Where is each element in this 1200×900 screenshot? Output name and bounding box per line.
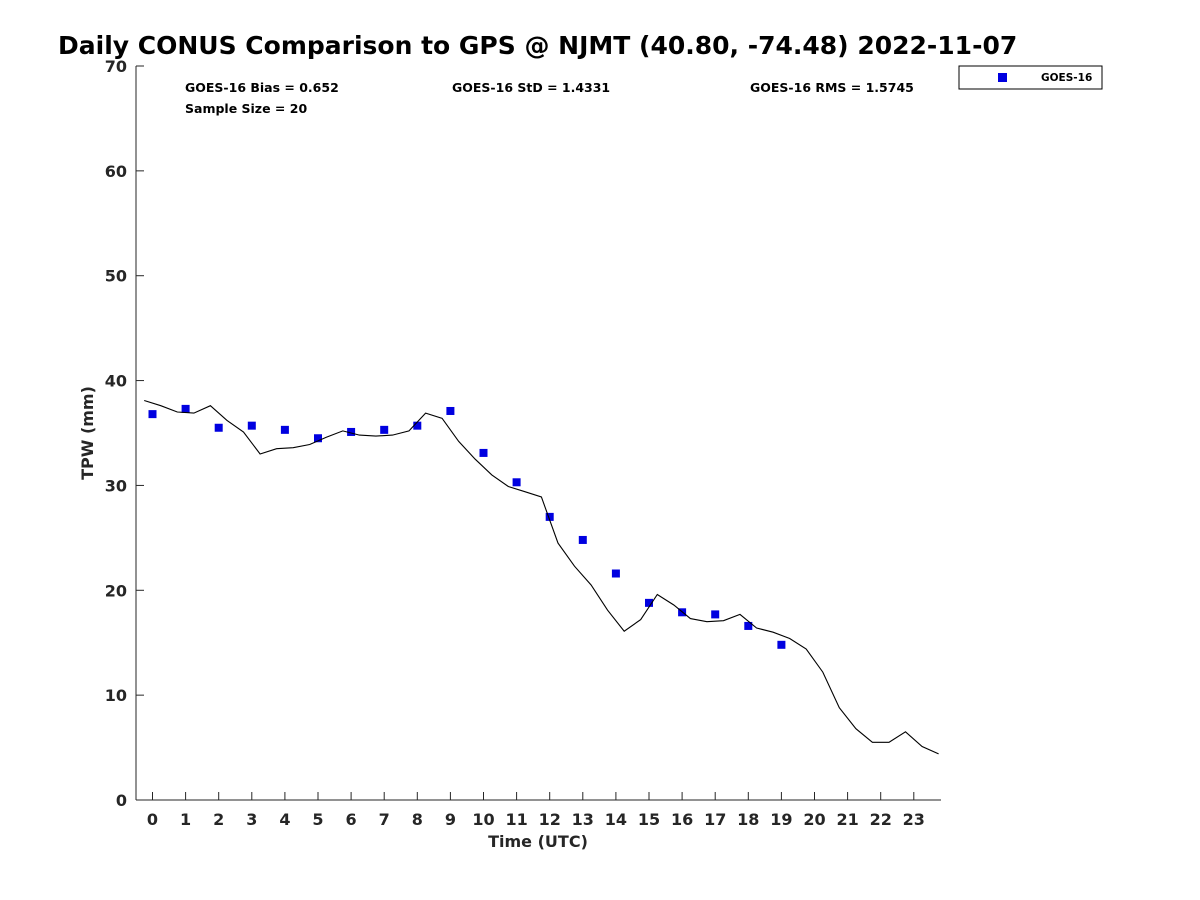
legend-label: GOES-16 (1041, 72, 1092, 84)
x-tick-label: 7 (379, 810, 390, 829)
x-tick-label: 18 (737, 810, 759, 829)
x-tick-label: 20 (803, 810, 825, 829)
y-tick-label: 0 (116, 791, 127, 810)
x-tick-label: 10 (472, 810, 494, 829)
goes-16-point (214, 423, 223, 432)
y-axis-label: TPW (mm) (78, 386, 97, 480)
legend: GOES-16 (958, 65, 1103, 90)
goes-16-point (347, 427, 356, 436)
goes-16-point (247, 421, 256, 430)
goes-16-point (744, 621, 753, 630)
gps-tpw-line (144, 399, 939, 755)
stat-bias: GOES-16 Bias = 0.652 (185, 80, 339, 95)
legend-box (958, 65, 1103, 90)
x-tick-label: 14 (605, 810, 627, 829)
y-tick-label: 60 (105, 162, 127, 181)
x-tick-label: 15 (638, 810, 660, 829)
goes-16-point (181, 404, 190, 413)
x-tick-label: 13 (572, 810, 594, 829)
goes-16-point (280, 425, 289, 434)
goes-16-point (711, 610, 720, 619)
goes-16-point (380, 425, 389, 434)
y-tick-label: 40 (105, 372, 127, 391)
goes-16-point (512, 478, 521, 487)
x-tick-label: 12 (539, 810, 561, 829)
goes-16-point (777, 640, 786, 649)
x-tick-label: 21 (836, 810, 858, 829)
x-tick-label: 22 (870, 810, 892, 829)
x-tick-label: 11 (505, 810, 527, 829)
y-tick-label: 30 (105, 476, 127, 495)
y-tick-label: 20 (105, 581, 127, 600)
x-tick-label: 9 (445, 810, 456, 829)
x-tick-label: 2 (213, 810, 224, 829)
goes-16-point (446, 406, 455, 415)
goes-16-point (545, 512, 554, 521)
x-tick-label: 1 (180, 810, 191, 829)
goes-16-point (148, 410, 157, 419)
x-tick-label: 4 (279, 810, 290, 829)
x-tick-label: 5 (312, 810, 323, 829)
chart-title: Daily CONUS Comparison to GPS @ NJMT (40… (58, 31, 1017, 60)
y-tick-label: 10 (105, 686, 127, 705)
legend-marker (998, 73, 1007, 82)
goes-16-point (413, 421, 422, 430)
x-axis-label: Time (UTC) (488, 832, 588, 851)
x-tick-label: 17 (704, 810, 726, 829)
goes-16-point (479, 448, 488, 457)
x-tick-label: 23 (903, 810, 925, 829)
x-tick-label: 0 (147, 810, 158, 829)
stat-sample-size: Sample Size = 20 (185, 101, 307, 116)
y-tick-label: 50 (105, 267, 127, 286)
stat-std: GOES-16 StD = 1.4331 (452, 80, 610, 95)
x-tick-label: 6 (346, 810, 357, 829)
x-tick-label: 3 (246, 810, 257, 829)
goes-16-point (578, 535, 587, 544)
x-tick-label: 19 (770, 810, 792, 829)
y-tick-label: 70 (105, 57, 127, 76)
stat-rms: GOES-16 RMS = 1.5745 (750, 80, 914, 95)
x-tick-label: 16 (671, 810, 693, 829)
x-tick-label: 8 (412, 810, 423, 829)
goes-16-point (645, 598, 653, 607)
goes-16-point (314, 434, 322, 443)
goes-16-point (611, 569, 620, 578)
